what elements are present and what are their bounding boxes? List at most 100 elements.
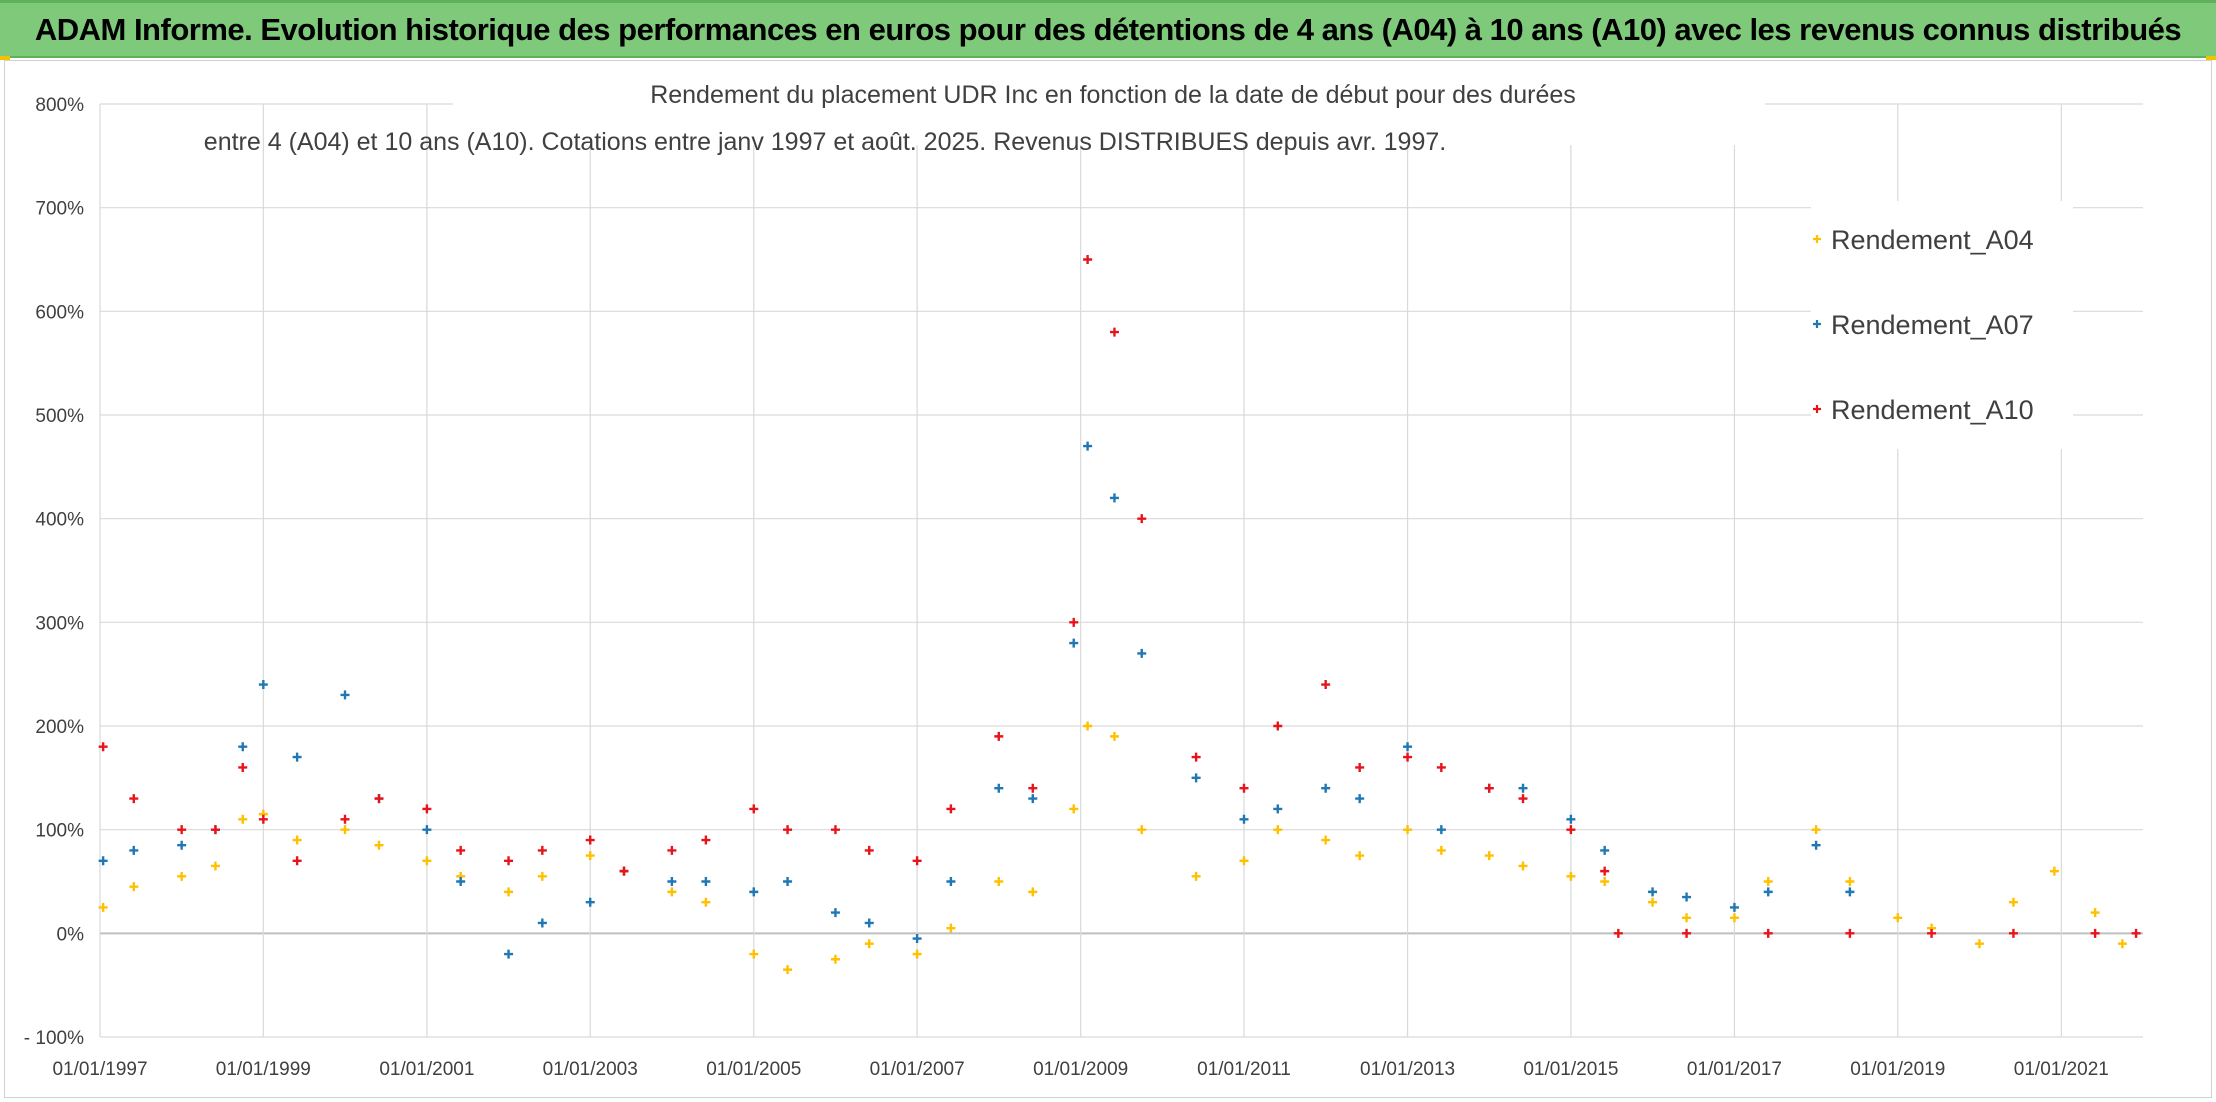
data-point — [374, 794, 384, 804]
data-point — [1600, 866, 1610, 876]
data-point — [537, 871, 547, 881]
series-rendement-a04 — [98, 721, 2127, 975]
data-point — [422, 804, 432, 814]
data-point — [292, 835, 302, 845]
y-tick-label: 400% — [35, 510, 84, 531]
x-tick-label: 01/01/2013 — [1360, 1059, 1455, 1080]
data-point — [994, 877, 1004, 886]
data-point — [1403, 742, 1413, 752]
data-point — [1191, 871, 1201, 881]
legend-label: Rendement_A04 — [1831, 225, 2034, 255]
data-point — [1191, 773, 1201, 783]
data-point — [238, 762, 248, 772]
data-point — [1518, 861, 1528, 871]
data-point — [1763, 877, 1773, 886]
x-tick-label: 01/01/2015 — [1523, 1059, 1618, 1080]
data-point — [1028, 887, 1038, 897]
data-point — [422, 825, 432, 835]
data-point — [1484, 783, 1494, 793]
data-point — [98, 742, 108, 752]
data-point — [783, 825, 793, 835]
data-point — [340, 825, 350, 835]
data-point — [1321, 680, 1331, 690]
data-point — [864, 918, 874, 928]
data-point — [177, 840, 187, 850]
report-banner: ADAM Informe. Evolution historique des p… — [0, 0, 2216, 58]
data-point — [1109, 731, 1119, 741]
legend-marker — [1813, 235, 1821, 243]
data-point — [1893, 913, 1903, 923]
data-point — [1648, 897, 1658, 907]
data-point — [1600, 877, 1610, 886]
series-rendement-a07 — [98, 441, 1855, 959]
banner-title: ADAM Informe. Evolution historique des p… — [34, 11, 2182, 47]
data-point — [1273, 804, 1283, 814]
data-point — [537, 845, 547, 855]
data-point — [1239, 783, 1249, 793]
data-point — [1069, 638, 1079, 648]
data-point — [1083, 441, 1093, 451]
data-point — [537, 918, 547, 928]
y-tick-label: 600% — [35, 302, 84, 323]
data-point — [749, 887, 759, 897]
data-point — [258, 814, 268, 824]
data-point — [1811, 840, 1821, 850]
legend: Rendement_A04 Rendement_A07 Rendement_A10 — [1813, 225, 2034, 425]
data-point — [422, 856, 432, 866]
data-point — [1600, 845, 1610, 855]
data-point — [912, 934, 922, 944]
scatter-chart: - 100% 0% 100% 200% 300% 400% 500% 600% 700% 800%… — [24, 75, 2143, 1080]
data-point — [1763, 928, 1773, 938]
x-tick-label: 01/01/2019 — [1850, 1059, 1945, 1080]
data-point — [1763, 887, 1773, 897]
data-point — [1729, 913, 1739, 923]
data-point — [1239, 856, 1249, 866]
legend-label: Rendement_A07 — [1831, 310, 2034, 340]
data-point — [1811, 825, 1821, 835]
data-point — [1845, 877, 1855, 886]
data-point — [2008, 897, 2018, 907]
y-tick-label: 500% — [35, 406, 84, 427]
data-point — [946, 877, 956, 886]
data-point — [1845, 928, 1855, 938]
data-point — [1436, 845, 1446, 855]
data-point — [1355, 762, 1365, 772]
data-point — [129, 882, 139, 892]
data-point — [1927, 928, 1937, 938]
data-point — [210, 861, 220, 871]
data-point — [340, 690, 350, 700]
data-point — [1566, 871, 1576, 881]
data-point — [2117, 939, 2127, 949]
data-point — [2131, 928, 2141, 938]
data-point — [1273, 825, 1283, 835]
data-point — [946, 923, 956, 933]
data-point — [1083, 721, 1093, 731]
data-point — [783, 877, 793, 886]
x-tick-label: 01/01/1999 — [216, 1059, 311, 1080]
data-point — [1137, 825, 1147, 835]
data-point — [701, 897, 711, 907]
data-point — [912, 949, 922, 959]
y-tick-label: 100% — [35, 821, 84, 842]
y-tick-label: 200% — [35, 717, 84, 738]
data-point — [1137, 514, 1147, 524]
y-tick-label: 800% — [35, 95, 84, 116]
data-point — [1137, 648, 1147, 658]
data-point — [258, 680, 268, 690]
x-tick-label: 01/01/2011 — [1197, 1059, 1291, 1080]
data-point — [830, 908, 840, 918]
data-point — [1845, 887, 1855, 897]
data-point — [1682, 892, 1692, 902]
x-tick-label: 01/01/2007 — [870, 1059, 965, 1080]
data-point — [667, 887, 677, 897]
data-points — [98, 255, 2141, 975]
data-point — [504, 949, 514, 959]
x-tick-label: 01/01/2017 — [1687, 1059, 1782, 1080]
data-point — [830, 825, 840, 835]
data-point — [585, 851, 595, 861]
data-point — [1028, 783, 1038, 793]
chart-title-backdrop — [453, 75, 1765, 145]
data-point — [1028, 794, 1038, 804]
data-point — [1729, 902, 1739, 912]
y-tick-label: 0% — [57, 924, 85, 945]
